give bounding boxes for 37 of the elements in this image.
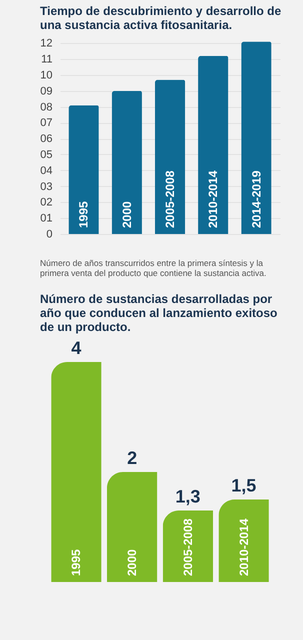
- y-tick-label: 06: [40, 133, 52, 146]
- data-label: 1,5: [231, 476, 256, 496]
- y-tick-label: 02: [40, 196, 52, 209]
- y-tick-label: 04: [40, 164, 52, 177]
- y-tick-label: 11: [41, 54, 52, 66]
- bar: [241, 42, 272, 234]
- bar: [154, 80, 186, 234]
- x-tick-label: 1995: [69, 548, 84, 576]
- y-tick-label: 08: [40, 101, 52, 114]
- y-tick-label: 01: [40, 212, 52, 225]
- y-tick-label: 0: [46, 228, 52, 240]
- chart-title: Tiempo de descubrimiento y desarrollo de una sustancia activa fitosanitaria.: [39, 3, 282, 32]
- x-tick-label: 2010-2014: [236, 518, 251, 576]
- y-tick-label: 05: [40, 148, 52, 161]
- bar: [68, 105, 99, 234]
- x-tick-label: 2005-2008: [163, 170, 177, 228]
- y-tick-label: 09: [40, 85, 52, 98]
- data-label: 4: [71, 338, 82, 358]
- y-tick-label: 03: [40, 180, 52, 193]
- text: Número de años transcurridos entre la primera síntesis y la primera venta del producto que contiene la sustancia activa.: [39, 258, 268, 278]
- data-label: 1,3: [175, 486, 200, 506]
- y-tick-label: 07: [40, 117, 52, 130]
- chart-title: Número de sustancias desarrolladas por año que conducen al lanzamiento exitoso de un producto.: [39, 291, 278, 334]
- x-tick-label: 1995: [76, 200, 91, 228]
- x-tick-label: 2010-2014: [206, 170, 220, 228]
- bar: [106, 472, 158, 582]
- x-tick-label: 2005-2008: [180, 518, 195, 576]
- data-label: 2: [127, 448, 138, 468]
- y-tick-label: 10: [40, 69, 52, 82]
- x-tick-label: 2000: [125, 548, 140, 576]
- x-tick-label: 2000: [120, 200, 134, 228]
- bar: [51, 362, 102, 582]
- bar: [112, 90, 142, 234]
- bar: [218, 500, 269, 582]
- bar: [198, 56, 228, 234]
- y-tick-label: 12: [40, 38, 52, 50]
- x-tick-label: 2014-2019: [249, 170, 264, 228]
